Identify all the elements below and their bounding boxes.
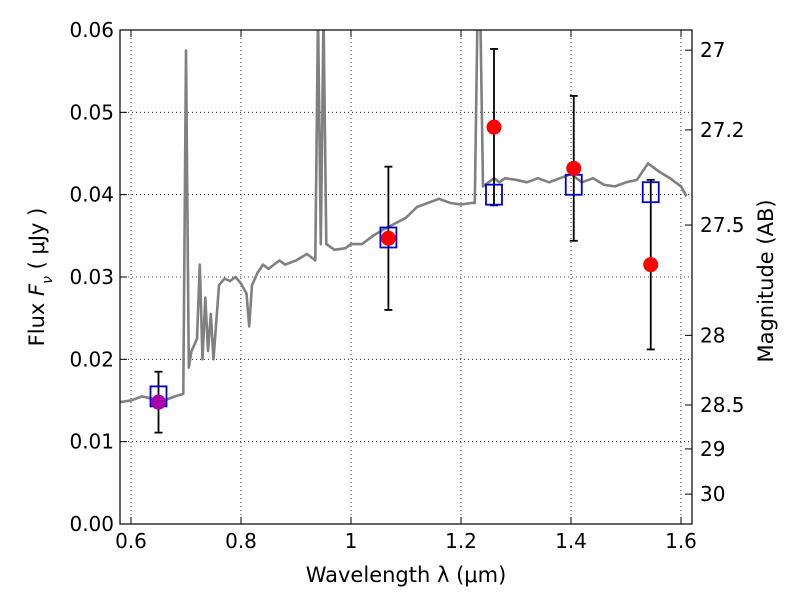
spectrum-line (120, 30, 688, 404)
observed-point (643, 257, 659, 273)
y-tick-label: 0.03 (69, 265, 114, 289)
x-tick-label: 1.4 (555, 529, 587, 553)
y-tick-label: 0.02 (69, 347, 114, 371)
y-axis-label-symbol: F (25, 283, 49, 296)
observed-point (566, 160, 582, 176)
x-tick-label: 0.6 (115, 529, 147, 553)
y-axis-label-subscript: ν (40, 276, 56, 284)
ticks: 0.6 0.8 1 1.2 1.4 1.6 0.00 0.01 0.02 0.03 0.04 0.05… (69, 18, 744, 553)
observed-point (151, 394, 166, 410)
x-tick-label: 1 (345, 529, 358, 553)
grid (120, 30, 692, 524)
model-point (641, 181, 660, 204)
observed-point (380, 230, 396, 246)
model-point (485, 183, 503, 206)
spectrum-series (120, 30, 688, 404)
y-axis-label: Flux Fν ( μJy ) (25, 208, 56, 347)
right-tick-label: 28.5 (700, 393, 745, 417)
right-tick-label: 28 (700, 323, 725, 347)
y-tick-label: 0.05 (69, 100, 114, 124)
right-tick-label: 30 (700, 482, 725, 506)
y-tick-label: 0.06 (69, 18, 114, 42)
plot-frame (119, 29, 693, 525)
observed-points (151, 119, 659, 410)
x-axis-label: Wavelength λ (μm) (306, 563, 507, 587)
x-tick-label: 1.6 (665, 529, 697, 553)
y-axis-label-suffix: ( μJy ) (25, 208, 49, 276)
model-points (149, 173, 660, 408)
observed-point (486, 119, 502, 135)
x-tick-label: 0.8 (225, 529, 257, 553)
y-tick-label: 0.01 (69, 430, 114, 454)
error-bars (154, 48, 655, 434)
right-axis-label: Magnitude (AB) (754, 199, 778, 362)
y-axis-label-prefix: Flux (25, 296, 49, 346)
model-point (379, 226, 398, 249)
y-tick-label: 0.00 (69, 512, 114, 536)
right-tick-label: 27 (700, 38, 725, 62)
right-tick-label: 27.5 (700, 213, 745, 237)
right-tick-label: 27.2 (700, 118, 745, 142)
y-tick-label: 0.04 (69, 183, 114, 207)
right-tick-label: 29 (700, 437, 725, 461)
x-tick-label: 1.2 (445, 529, 477, 553)
